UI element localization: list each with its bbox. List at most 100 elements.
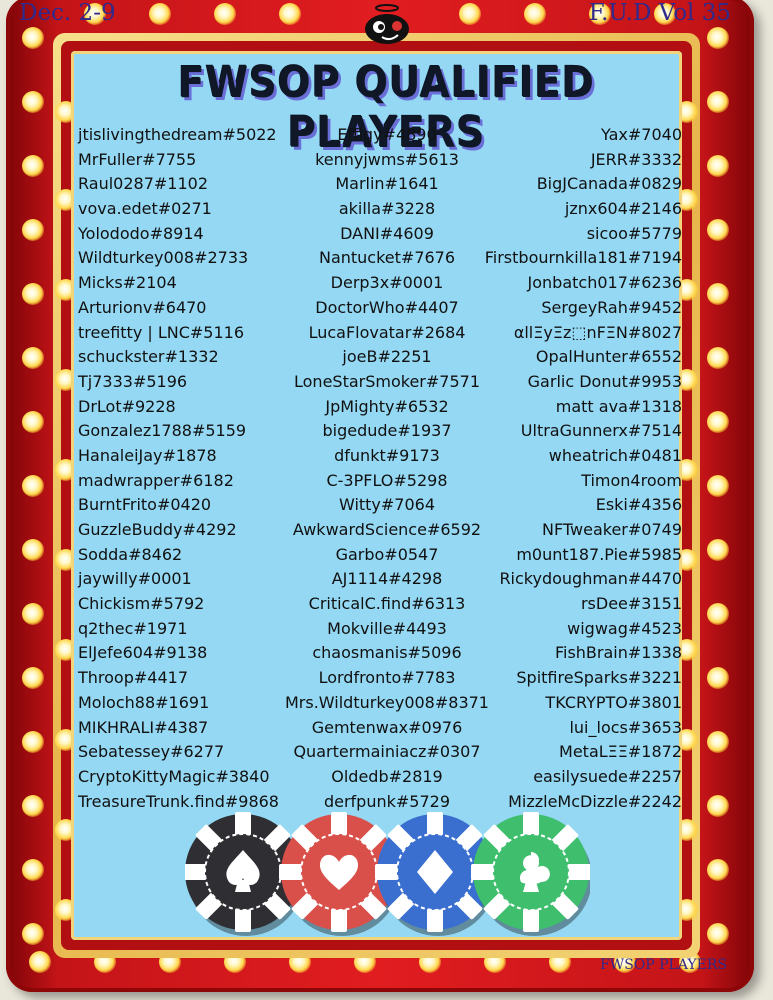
light-bulb [22,859,44,881]
light-bulb [707,539,729,561]
light-bulb [22,795,44,817]
light-bulb [707,219,729,241]
player-entry: derfpunk#5729 [323,791,451,811]
logo-icon [365,4,409,44]
diamond-icon [417,850,453,894]
volume-label: F.U.D Vol 35 [588,0,731,26]
player-entry: Tj7333#5196 [78,371,188,391]
player-entry: Effigy#4890 [337,125,437,144]
player-entry: Yax#7040 [601,125,682,144]
player-entry: Micks#2104 [78,273,177,293]
light-bulb [214,3,236,25]
player-entry: SergeyRah#9452 [541,297,682,317]
player-entry: Mrs.Wildturkey008#8371 [285,692,489,712]
player-entry: DoctorWho#4407 [315,297,459,317]
player-entry: schuckster#1332 [78,347,219,367]
player-entry: Nantucket#7676 [318,248,456,268]
light-bulb [22,27,44,49]
player-entry: Sebatessey#6277 [78,742,225,762]
player-entry: treefitty | LNC#5116 [78,322,245,342]
light-bulb [707,603,729,625]
light-bulb [589,3,611,25]
spade-chip [185,812,304,936]
light-bulb [707,923,729,945]
light-bulb [707,731,729,753]
player-entry: matt ava#1318 [555,396,682,416]
player-entry: HanaleiJay#1878 [78,445,217,465]
player-entry: TreasureTrunk.find#9868 [78,791,279,811]
player-entry: lui_locs#3653 [569,717,682,737]
player-entry: q2thec#1971 [78,618,188,638]
light-bulb [22,603,44,625]
player-entry: OpalHunter#6552 [535,347,682,367]
light-bulb [524,3,546,25]
player-entry: LucaFlovatar#2684 [308,322,466,342]
page-title: FWSOP QUALIFIED PLAYERS [178,58,595,158]
player-entry: MrFuller#7755 [78,149,197,169]
heart-icon [319,854,359,890]
player-entry: jznx604#2146 [564,199,682,219]
player-entry: MIKHRALI#4387 [78,717,209,737]
player-entry: CryptoKittyMagic#3840 [78,766,270,786]
light-bulb [279,3,301,25]
player-entry: C-3PFLO#5298 [326,470,448,490]
player-entry: DrLot#9228 [78,396,176,416]
player-entry: FishBrain#1338 [554,643,682,663]
player-entry: MetaLΞΞ#1872 [559,742,682,762]
player-entry: Witty#7064 [338,495,436,515]
player-entry: Wildturkey008#2733 [78,248,249,268]
player-entry: ElJefe604#9138 [78,643,208,663]
player-entry: Sodda#8462 [78,544,183,564]
player-entry: jtislivingthedream#5022 [78,125,277,144]
player-entry: Marlin#1641 [335,174,439,194]
player-entry: SpitfireSparks#3221 [516,668,682,688]
player-entry: LoneStarSmoker#7571 [294,371,480,391]
light-bulb [707,27,729,49]
player-entry: αllΞyΞz⬚nFΞN#8027 [513,322,682,342]
players-column-middle: Effigy#4890 kennyjwms#5613 Marlin#1641 akil… [267,124,507,815]
player-entry: AJ1114#4298 [331,569,443,589]
light-bulb [22,155,44,177]
player-entry: Timon4room [581,470,682,490]
light-bulb [707,283,729,305]
light-bulb [22,475,44,497]
player-entry: BigJCanada#0829 [536,174,682,194]
player-entry: Quartermainiacz#0307 [293,742,481,762]
light-bulb [22,91,44,113]
player-entry: dfunkt#9173 [334,445,440,465]
player-entry: Garbo#0547 [335,544,439,564]
player-entry: DANI#4609 [340,223,434,243]
footer-label: FWSOP PLAYERS [600,957,727,973]
player-entry: m0unt187.Pie#5985 [516,544,682,564]
player-entry: GuzzleBuddy#4292 [78,520,237,539]
light-bulb [707,859,729,881]
player-entry: JpMighty#6532 [325,396,449,416]
player-entry: madwrapper#6182 [78,470,234,490]
player-entry: chaosmanis#5096 [312,643,462,663]
player-entry: JERR#3332 [590,149,682,169]
light-bulb [707,795,729,817]
player-entry: Throop#4417 [78,668,188,688]
player-entry: wheatrich#0481 [548,445,682,465]
player-entry: joeB#2251 [342,347,432,367]
light-bulb [22,731,44,753]
light-bulb [29,951,51,973]
light-bulb [707,347,729,369]
light-bulb [654,3,676,25]
light-bulb [459,3,481,25]
player-entry: Gonzalez1788#5159 [78,421,247,441]
player-entry: Lordfronto#7783 [318,668,456,688]
players-column-right: Yax#7040 JERR#3332 BigJCanada#0829 jznx604#… [442,124,682,815]
club-chip [471,812,590,936]
player-entry: Raul0287#1102 [78,174,208,194]
player-entry: Mokville#4493 [327,618,447,638]
player-entry: AwkwardScience#6592 [292,520,482,539]
player-entry: Jonbatch017#6236 [527,273,682,293]
light-bulb [707,411,729,433]
date-label: Dec. 2-9 [19,0,116,26]
club-icon [519,852,550,892]
player-entry: TKCRYPTO#3801 [545,692,682,712]
light-bulb [22,923,44,945]
player-entry: wigwag#4523 [567,618,682,638]
